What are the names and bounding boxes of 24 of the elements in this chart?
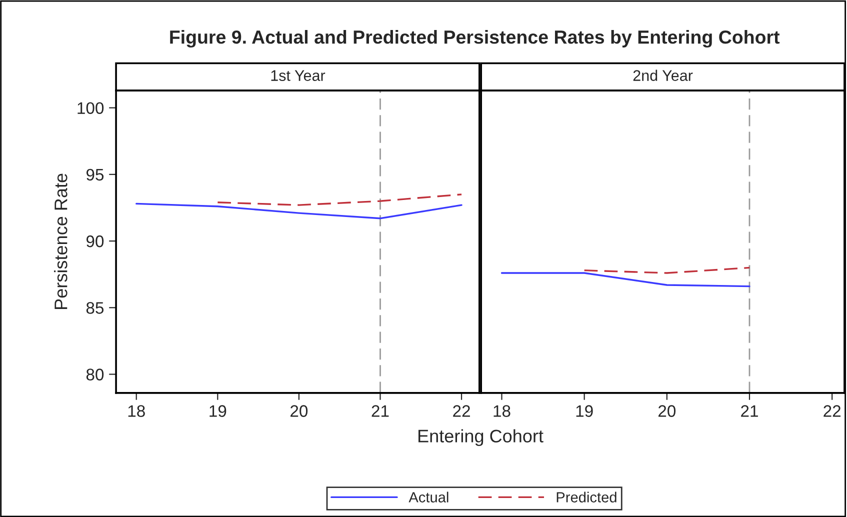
legend-label: Predicted [556,492,616,502]
y-tick-label: 100 [78,102,104,114]
x-tick-label: 20 [290,405,308,417]
x-tick-label: 21 [372,405,389,417]
x-tick-label: 18 [128,405,145,417]
x-axis-title: Entering Cohort [418,429,544,446]
y-tick-label: 85 [86,302,104,314]
legend-label: Actual [408,492,448,502]
x-tick-label: 21 [741,405,758,417]
chart-title: Figure 9. Actual and Predicted Persistence Rates by Entering Cohort [170,30,780,48]
chart-subtitle: 1st Year [271,70,326,81]
y-axis-title: Persistence Rate [54,174,68,309]
y-tick-label: 80 [86,368,104,380]
y-tick-label: 95 [86,168,104,181]
line-series [216,194,462,206]
x-tick-label: 19 [210,405,226,417]
x-tick-label: 22 [824,405,841,417]
y-tick-label: 90 [86,235,104,248]
x-tick-label: 18 [494,405,510,417]
x-tick-label: 19 [576,405,593,417]
line-series [136,202,462,220]
x-tick-label: 20 [658,405,676,417]
x-tick-label: 22 [453,405,470,417]
chart-subtitle: 2nd Year [633,70,693,81]
